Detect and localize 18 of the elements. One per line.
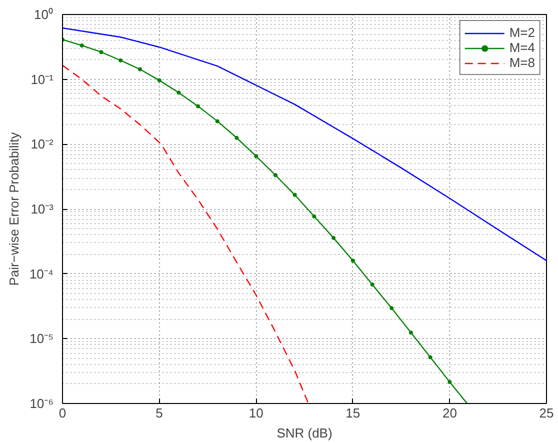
x-tick-label: 5 <box>156 406 163 420</box>
x-tick-label: 25 <box>539 406 554 420</box>
legend-label: M=2 <box>509 25 535 40</box>
y-tick-label: 10⁰ <box>34 7 54 22</box>
x-tick-label: 15 <box>346 406 360 420</box>
x-axis-title: SNR (dB) <box>276 426 332 440</box>
y-tick-label: 10⁻³ <box>30 202 54 216</box>
legend-label: M=4 <box>509 40 535 55</box>
y-tick-label: 10⁻⁶ <box>30 396 54 411</box>
y-tick-label: 10⁻⁵ <box>30 331 54 346</box>
y-tick-label: 10⁻² <box>30 136 54 152</box>
legend-label: M=8 <box>509 55 535 70</box>
x-tick-label: 0 <box>58 406 66 420</box>
x-tick-label: 20 <box>442 406 457 420</box>
x-tick-label: 10 <box>248 406 264 420</box>
y-tick-label: 10⁻¹ <box>30 72 54 87</box>
y-tick-label: 10⁻⁴ <box>29 266 54 282</box>
y-axis-title: Pair−wise Error Probability <box>6 132 22 286</box>
